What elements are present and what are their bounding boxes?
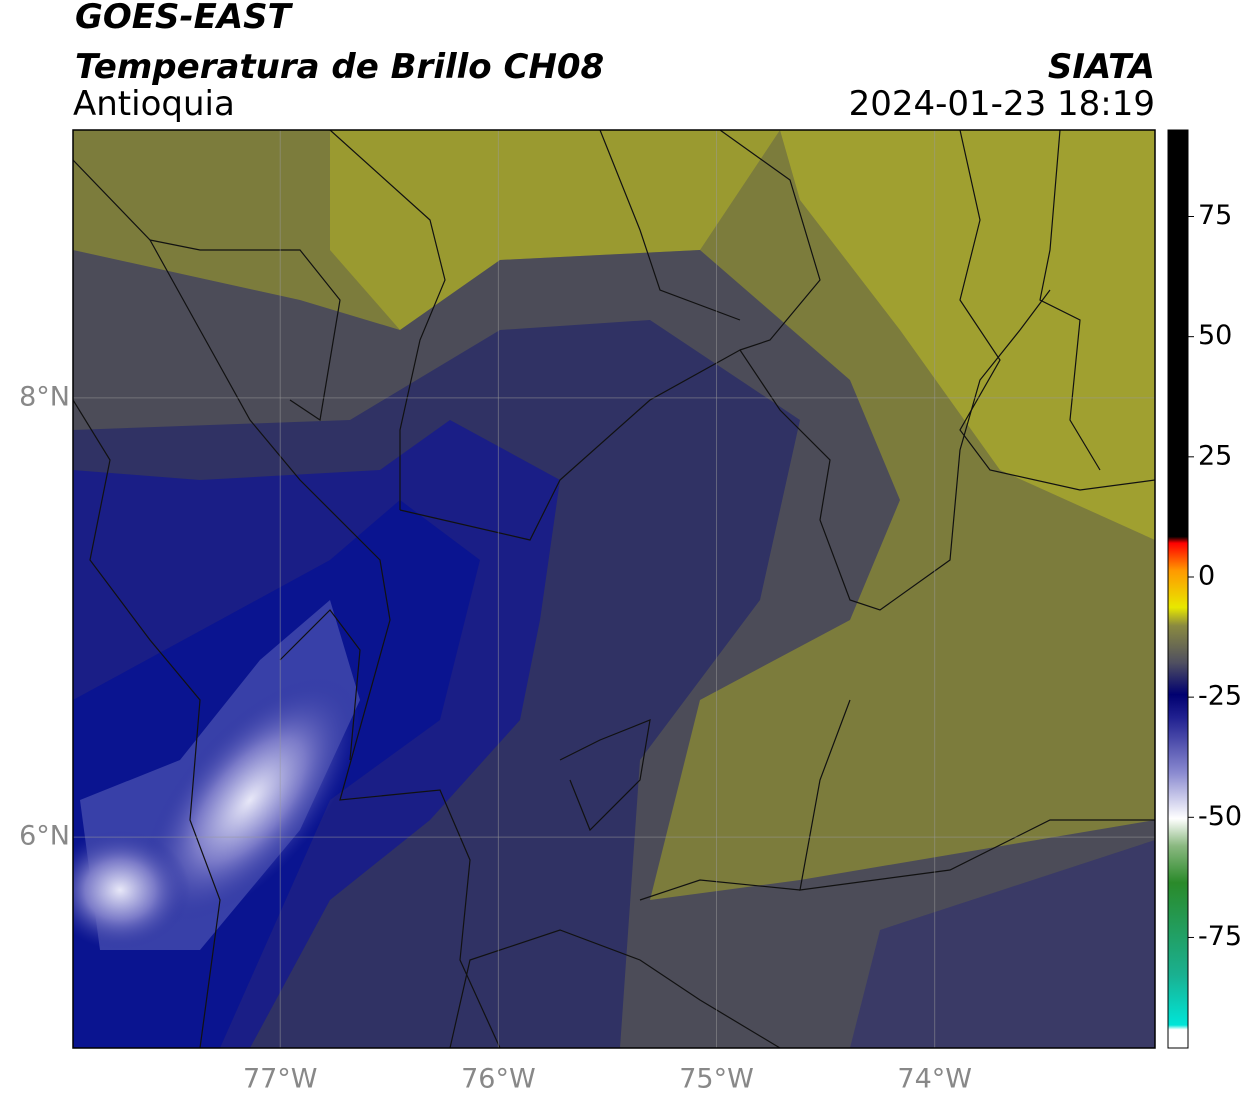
colorbar-tick-label: 0 <box>1198 560 1215 591</box>
x-tick-label: 74°W <box>897 1064 972 1095</box>
colorbar-tick-label: -50 <box>1198 801 1242 832</box>
subtitle: Temperatura de Brillo CH08 <box>75 47 604 87</box>
y-tick-label: 6°N <box>19 821 70 852</box>
colorbar-tick-label: 75 <box>1198 200 1232 231</box>
source: SIATA <box>1048 47 1155 87</box>
colorbar-tick-label: -25 <box>1198 681 1242 712</box>
colorbar-tick-label: -75 <box>1198 921 1242 952</box>
colorbar <box>1167 129 1189 1049</box>
region: Antioquia <box>73 84 235 124</box>
imagery <box>73 130 1155 1048</box>
timestamp: 2024-01-23 18:19 <box>849 84 1155 124</box>
title: GOES-EAST <box>75 0 294 37</box>
y-tick-label: 8°N <box>19 381 70 412</box>
colorbar-tick-label: 50 <box>1198 320 1232 351</box>
map-frame <box>72 129 1156 1049</box>
x-tick-label: 75°W <box>679 1064 754 1095</box>
x-tick-label: 76°W <box>461 1064 536 1095</box>
grid <box>73 130 1155 1048</box>
colorbar-tick-label: 25 <box>1198 440 1232 471</box>
x-tick-label: 77°W <box>243 1064 318 1095</box>
